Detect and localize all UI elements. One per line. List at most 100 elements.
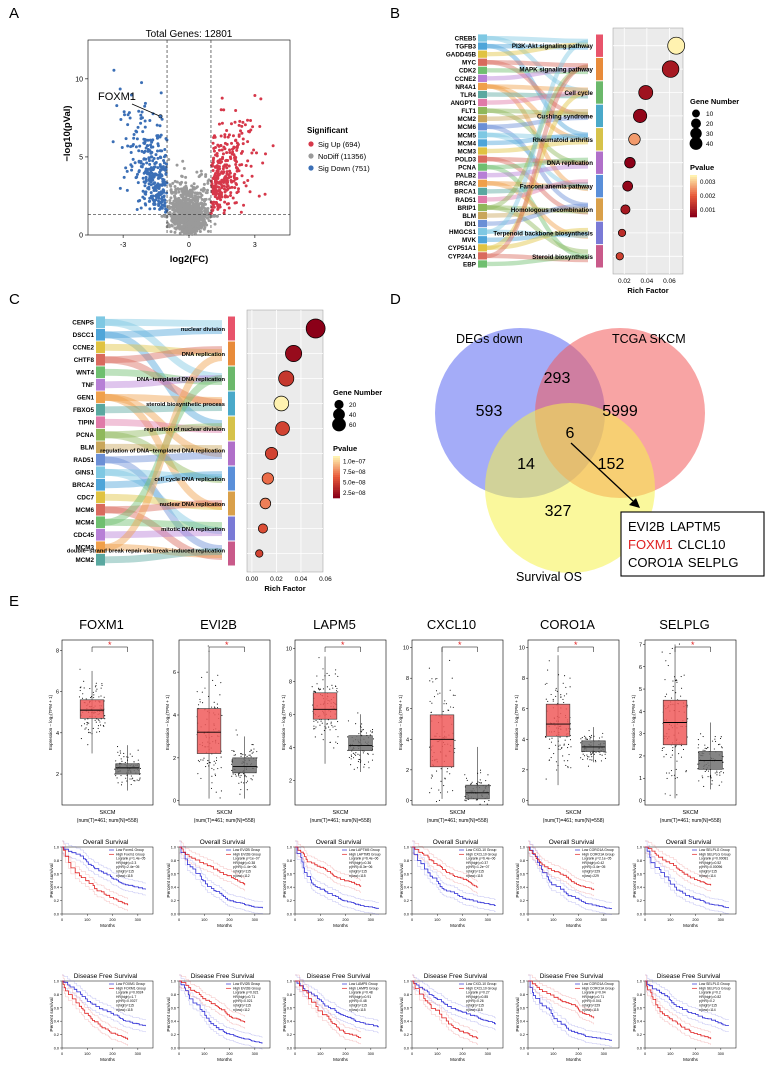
sample-point	[552, 700, 554, 702]
sample-point	[670, 770, 673, 772]
sample-point	[129, 753, 131, 755]
gene-node	[478, 195, 487, 204]
sig_down-point	[139, 206, 143, 210]
sample-point	[89, 732, 91, 734]
sample-point	[206, 671, 208, 673]
sig_down-point	[129, 151, 133, 155]
sig_up-point	[224, 159, 228, 163]
gene-node	[478, 179, 487, 187]
nodiff-point	[204, 174, 208, 178]
sankey-flow	[104, 375, 223, 526]
km-legend-text: Logrank p=0.27	[466, 991, 490, 995]
enrichment-bubble	[273, 395, 290, 412]
sample-point	[569, 739, 572, 741]
color-legend-step	[690, 183, 697, 186]
gene-label: HMGCS1	[449, 229, 476, 236]
bubble-x-axis-label: Rich Factor	[264, 584, 305, 593]
gene-label: MCM6	[457, 124, 476, 131]
km-y-axis-label: Percent survival	[632, 997, 638, 1031]
sample-point	[240, 774, 242, 776]
sample-point	[704, 747, 706, 749]
sig_down-point	[162, 195, 166, 199]
sample-point	[600, 760, 602, 762]
sample-point	[98, 731, 101, 733]
km-y-tick-label: 0.8	[404, 859, 409, 863]
sig_up-point	[240, 131, 244, 135]
sample-point	[139, 778, 141, 780]
sample-point	[713, 748, 715, 750]
enrichment-bubble	[661, 60, 680, 78]
km-x-tick-label: 200	[575, 1052, 581, 1056]
sample-point	[246, 789, 248, 791]
low-group-curve	[179, 980, 263, 1044]
cancer-label: SKCM	[683, 810, 699, 816]
sample-point	[661, 749, 663, 752]
sig_down-point	[139, 160, 143, 164]
high-group-curve	[62, 846, 129, 906]
sample-point	[250, 778, 252, 780]
gene-label: TGFB3	[455, 44, 476, 51]
km-legend-text: p(HR)=0.021	[233, 999, 253, 1003]
sample-point	[547, 669, 549, 671]
gene-node	[478, 90, 487, 99]
sig_up-point	[219, 108, 223, 112]
sample-point	[322, 668, 324, 670]
sankey-flow	[486, 139, 589, 154]
sankey-flow	[104, 331, 223, 427]
sample-point	[233, 754, 235, 756]
sankey-flow	[486, 35, 589, 44]
sample-point	[220, 756, 222, 758]
sample-point	[591, 759, 593, 761]
nodiff-point	[178, 222, 182, 226]
legend-swatch	[308, 153, 314, 159]
sig_down-point	[148, 171, 152, 175]
sample-point	[245, 754, 247, 756]
sig_up-point	[215, 164, 219, 168]
sankey-flow	[486, 65, 589, 210]
sample-point	[196, 691, 198, 693]
sample-point	[365, 732, 368, 734]
sig_down-point	[151, 159, 155, 163]
sample-point	[586, 754, 588, 756]
normal-box	[465, 784, 490, 800]
sig_down-point	[150, 174, 154, 178]
nodiff-point	[200, 193, 204, 197]
sample-point	[675, 745, 677, 747]
km-y-tick-label: 0.2	[404, 1033, 409, 1037]
km-legend-text: Logrank p=6.4e−06	[466, 857, 496, 861]
sample-point	[96, 688, 98, 690]
sample-point	[323, 730, 325, 732]
sig_up-point	[235, 148, 239, 152]
sample-point	[326, 672, 328, 674]
gene-node	[96, 428, 105, 441]
sample-point	[700, 733, 702, 735]
sample-point	[239, 793, 241, 795]
gene-label: GEN1	[77, 395, 95, 402]
sankey-flow	[486, 42, 589, 57]
km-x-tick-label: 0	[178, 1052, 180, 1056]
nodiff-point	[193, 230, 197, 234]
high-group-curve	[645, 980, 712, 1040]
sample-point	[357, 761, 359, 763]
high-group-curve	[179, 846, 246, 886]
gene-node	[478, 228, 487, 236]
km-legend-text: High CXCL10 Group	[466, 986, 497, 990]
sig_down-point	[161, 165, 165, 169]
sample-point	[347, 736, 349, 738]
gene-node	[478, 155, 487, 163]
sample-point	[558, 674, 560, 676]
sample-point	[251, 752, 253, 754]
sample-point	[555, 695, 557, 697]
sig_down-point	[135, 172, 139, 176]
sample-point	[548, 660, 550, 662]
sample-point	[240, 789, 242, 791]
sig_up-point	[230, 152, 234, 156]
sample-point	[672, 680, 674, 682]
sample-point	[216, 703, 218, 705]
km-frame	[644, 980, 737, 1049]
significance-star: *	[691, 640, 695, 650]
sankey-flow	[104, 543, 223, 558]
sankey-flow	[486, 181, 589, 190]
sample-point	[680, 745, 682, 747]
significance-bracket	[441, 646, 478, 652]
